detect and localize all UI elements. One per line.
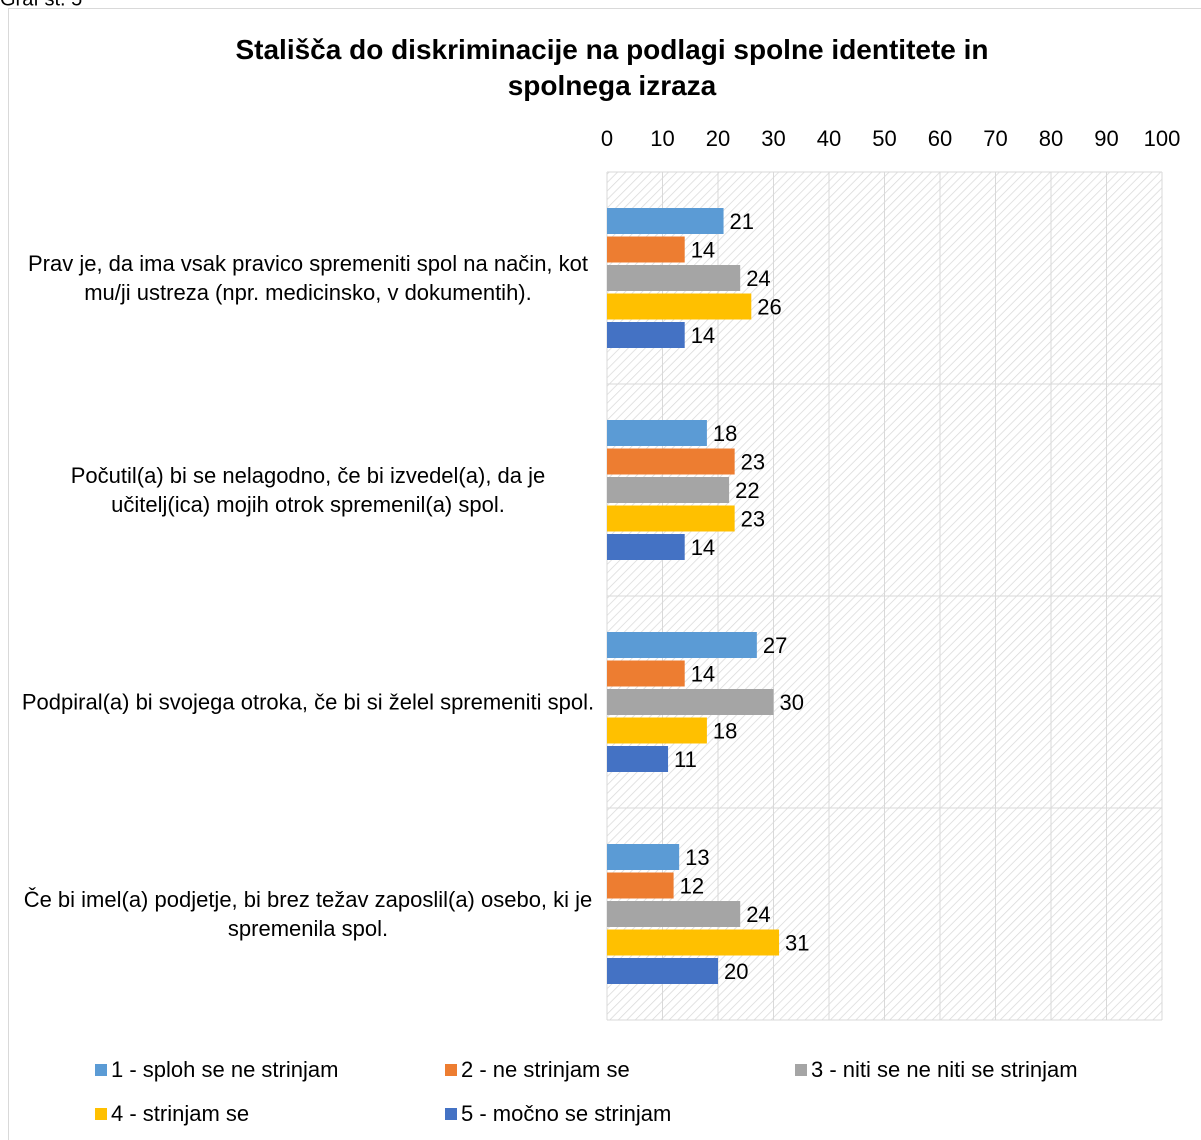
x-tick-label: 50 [872, 126, 896, 151]
bar [607, 844, 680, 870]
bar [607, 872, 674, 899]
x-tick-label: 100 [1144, 126, 1181, 151]
chart-title: Stališča do diskriminacije na podlagi sp… [235, 34, 988, 101]
data-label: 23 [741, 506, 765, 531]
data-label: 24 [746, 266, 770, 291]
data-label: 31 [785, 930, 809, 955]
data-label: 18 [713, 718, 737, 743]
data-label: 22 [735, 478, 759, 503]
bar [607, 632, 757, 658]
x-tick-label: 80 [1039, 126, 1063, 151]
bar [607, 208, 724, 234]
x-tick-label: 60 [928, 126, 952, 151]
y-tick-label: Prav je, da ima vsak pravico spremeniti … [27, 251, 589, 305]
x-tick-label: 90 [1094, 126, 1118, 151]
legend-swatch [445, 1064, 457, 1076]
legend-swatch [445, 1108, 457, 1120]
x-tick-label: 30 [761, 126, 785, 151]
bar [607, 901, 741, 927]
legend-label: 5 - močno se strinjam [461, 1101, 671, 1126]
x-tick-label: 0 [601, 126, 613, 151]
bar [607, 322, 685, 348]
y-tick-label: Če bi imel(a) podjetje, bi brez težav za… [23, 887, 593, 941]
y-tick-label: Podpiral(a) bi svojega otroka, če bi si … [21, 689, 595, 715]
bar [607, 660, 685, 687]
x-tick-label: 20 [706, 126, 730, 151]
bar [607, 236, 685, 263]
bar [607, 534, 685, 560]
data-label: 14 [691, 323, 715, 348]
x-tick-label: 40 [817, 126, 841, 151]
chart-border [8, 8, 1201, 1140]
data-label: 20 [724, 959, 748, 984]
x-tick-label: 70 [983, 126, 1007, 151]
legend-swatch [95, 1108, 107, 1120]
bar [607, 477, 730, 503]
data-label: 13 [685, 845, 709, 870]
legend-label: 2 - ne strinjam se [461, 1057, 630, 1082]
x-tick-label: 10 [650, 126, 674, 151]
data-label: 18 [713, 421, 737, 446]
bar [607, 717, 707, 744]
legend-label: 1 - sploh se ne strinjam [111, 1057, 338, 1082]
legend-swatch [95, 1064, 107, 1076]
data-label: 14 [691, 661, 715, 686]
data-label: 30 [780, 690, 804, 715]
bar [607, 420, 707, 446]
data-label: 14 [691, 237, 715, 262]
bar [607, 958, 718, 984]
data-label: 23 [741, 449, 765, 474]
data-label: 26 [757, 294, 781, 319]
data-label: 27 [763, 633, 787, 658]
data-label: 24 [746, 902, 770, 927]
legend-label: 4 - strinjam se [111, 1101, 249, 1126]
data-label: 12 [680, 873, 704, 898]
y-tick-label: Počutil(a) bi se nelagodno, če bi izvede… [70, 463, 546, 517]
data-label: 14 [691, 535, 715, 560]
legend-label: 3 - niti se ne niti se strinjam [811, 1057, 1078, 1082]
bar [607, 265, 741, 291]
legend-swatch [795, 1064, 807, 1076]
data-label: 11 [674, 747, 697, 772]
caption: Graf št. 5 [0, 0, 82, 10]
bar [607, 689, 774, 715]
data-label: 21 [730, 209, 754, 234]
bar [607, 293, 752, 320]
bar [607, 746, 669, 772]
bar [607, 929, 780, 956]
bar [607, 505, 735, 532]
bar [607, 448, 735, 475]
